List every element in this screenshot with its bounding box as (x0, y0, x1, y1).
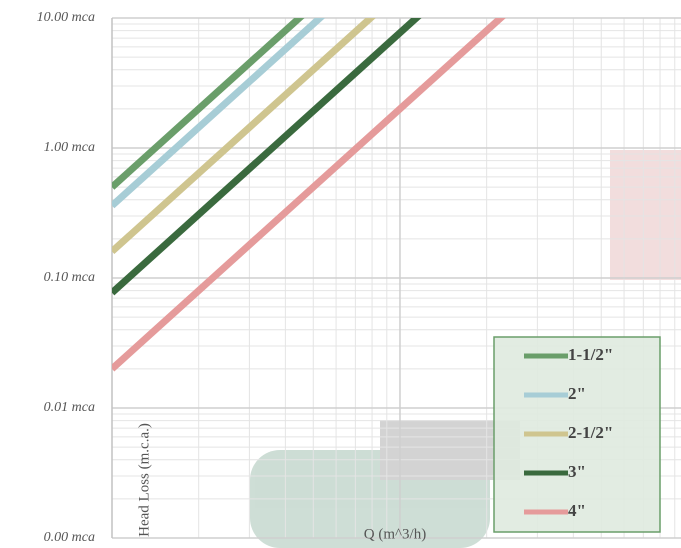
legend-box (493, 336, 661, 533)
series-line (112, 18, 305, 190)
y-tick-label: 0.10 mca (44, 270, 95, 285)
series-line (112, 18, 326, 209)
legend-label: 3" (568, 462, 586, 481)
series-line (112, 18, 376, 255)
series-lines (112, 18, 506, 372)
legend-label: 4" (568, 501, 586, 520)
legend-label: 1-1/2" (568, 345, 613, 364)
x-axis-title: Q (m^3/h) (364, 526, 426, 542)
y-tick-label: 1.00 mca (44, 140, 95, 155)
legend-label: 2-1/2" (568, 423, 613, 442)
series-line (112, 18, 422, 296)
y-axis-title: Head Loss (m.c.a.) (136, 423, 152, 537)
y-tick-label: 0.01 mca (44, 400, 95, 415)
y-tick-label: 10.00 mca (37, 10, 95, 25)
legend-label: 2" (568, 384, 586, 403)
legend: 1-1/2" 2" 2-1/2" 3" 4" (524, 345, 613, 520)
y-tick-label: 0.00 mca (44, 530, 95, 545)
series-line (112, 18, 506, 372)
labels: 0.00 mca 0.01 mca 0.10 mca 1.00 mca 10.00 mc… (37, 10, 95, 545)
